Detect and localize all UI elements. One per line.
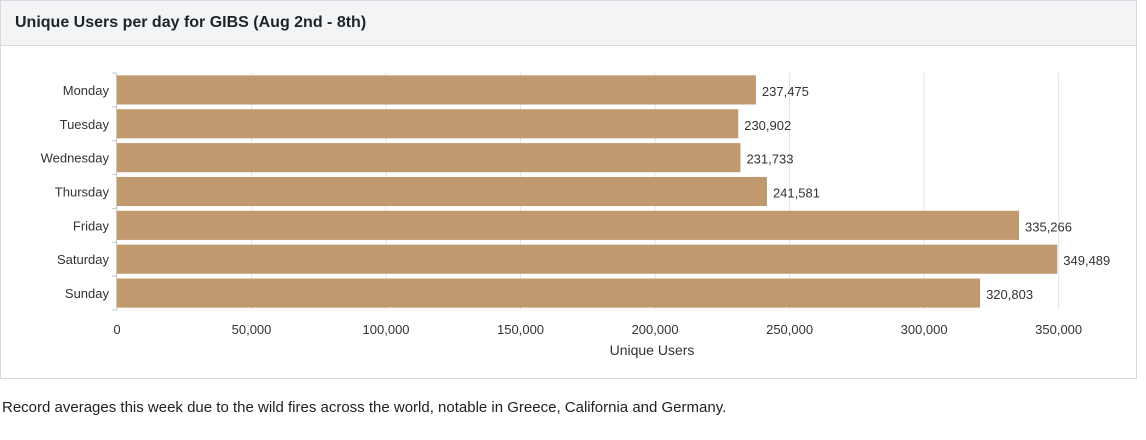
- x-tick-label: 0: [113, 322, 120, 337]
- bar-wednesday[interactable]: [117, 143, 741, 173]
- category-label: Wednesday: [41, 151, 110, 166]
- category-label: Sunday: [65, 286, 110, 301]
- x-tick-label: 250,000: [766, 322, 813, 337]
- category-label: Tuesday: [60, 117, 110, 132]
- category-label: Monday: [63, 83, 110, 98]
- axes: [112, 72, 117, 311]
- category-label: Friday: [73, 218, 110, 233]
- panel-header: Unique Users per day for GIBS (Aug 2nd -…: [1, 1, 1136, 46]
- x-tick-label: 200,000: [632, 322, 679, 337]
- bar-friday[interactable]: [117, 210, 1020, 240]
- x-tick-label: 150,000: [497, 322, 544, 337]
- labels: 0 50,000 100,000 150,000 200,000 250,000 300,0…: [41, 83, 1111, 358]
- value-label: 231,733: [746, 152, 793, 167]
- x-tick-label: 300,000: [901, 322, 948, 337]
- bar-monday[interactable]: [117, 75, 756, 105]
- value-label: 241,581: [773, 186, 820, 201]
- x-tick-label: 100,000: [363, 322, 410, 337]
- bar-thursday[interactable]: [117, 176, 767, 207]
- bar-saturday[interactable]: [117, 244, 1058, 274]
- value-label: 349,489: [1063, 253, 1110, 268]
- chart-panel: Unique Users per day for GIBS (Aug 2nd -…: [0, 0, 1137, 379]
- value-label: 230,902: [744, 118, 791, 133]
- category-label: Saturday: [57, 252, 110, 267]
- value-label: 335,266: [1025, 219, 1072, 234]
- bars: [117, 75, 1058, 308]
- x-tick-label: 50,000: [232, 322, 272, 337]
- x-axis-title: Unique Users: [610, 342, 695, 358]
- bar-tuesday[interactable]: [117, 109, 739, 139]
- category-label: Thursday: [55, 185, 110, 200]
- panel-title: Unique Users per day for GIBS (Aug 2nd -…: [15, 14, 367, 31]
- value-label: 237,475: [762, 84, 809, 99]
- bar-chart: 0 50,000 100,000 150,000 200,000 250,000 300,0…: [41, 72, 1111, 358]
- value-label: 320,803: [986, 287, 1033, 302]
- x-tick-label: 350,000: [1035, 322, 1082, 337]
- chart-caption: Record averages this week due to the wil…: [2, 399, 727, 416]
- bar-sunday[interactable]: [117, 278, 981, 308]
